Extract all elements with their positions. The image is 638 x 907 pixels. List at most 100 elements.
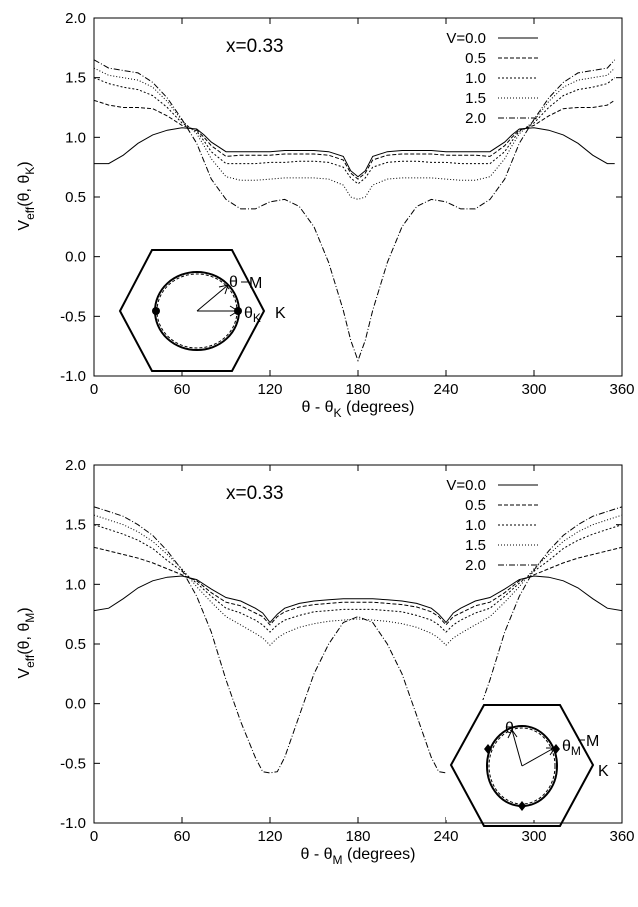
y-tick-label: 0.0 xyxy=(65,249,86,266)
inset-label-m: M xyxy=(586,733,599,750)
inset-arrowhead-theta xyxy=(507,729,518,739)
x-label-sub: M xyxy=(333,853,343,867)
y-tick-label: 1.0 xyxy=(65,576,86,593)
inset-label-thetam: θM xyxy=(562,738,581,758)
x-tick-label: 300 xyxy=(521,828,546,845)
inset-hexagon xyxy=(449,704,595,827)
inset-dot-left xyxy=(152,307,160,315)
x-label-sub: K xyxy=(334,406,342,420)
y-tick-label: 0.5 xyxy=(65,636,86,653)
inset-diamond-right xyxy=(552,744,560,754)
series-lines xyxy=(94,59,616,362)
y-tick-label: 1.5 xyxy=(65,70,86,87)
series-lines xyxy=(94,506,622,774)
y-tick-label: -1.0 xyxy=(60,368,86,385)
inset-diamond-left xyxy=(484,744,492,754)
inset-label-k: K xyxy=(275,305,286,322)
legend-label-0: V=0.0 xyxy=(446,30,486,47)
inset-diagram: θ M θK K xyxy=(118,249,286,372)
inset-dot-right xyxy=(234,307,242,315)
x-axis-label: θ - θM (degrees) xyxy=(301,846,416,867)
legend-label-4: 2.0 xyxy=(465,110,486,127)
inset-hexagon xyxy=(118,249,266,372)
inset-arrowhead-theta xyxy=(218,284,229,295)
y-label-end: ) xyxy=(16,161,33,166)
chart-bottom: 0 60 120 180 240 300 360 -1.0 -0.5 0.0 0.5 1.0 1.5 2.… xyxy=(16,457,635,867)
inset-label-m: M xyxy=(249,275,262,292)
plot-frame xyxy=(93,17,623,377)
y-label-sub: eff xyxy=(23,654,37,668)
axis-ticks: 0 60 120 180 240 300 360 -1.0 -0.5 0.0 0.5 1.0 1.5 2.… xyxy=(60,457,634,845)
inset-label-k: K xyxy=(598,763,609,780)
x-axis-label: θ - θK (degrees) xyxy=(302,399,415,420)
y-tick-label: 1.5 xyxy=(65,517,86,534)
axis-ticks: 0 60 120 180 240 300 360 -1.0 -0.5 0.0 0.5 1.0 1.5 2.… xyxy=(60,10,634,398)
legend-label-2: 1.0 xyxy=(465,517,486,534)
series-line-4 xyxy=(94,506,622,774)
y-tick-label: -0.5 xyxy=(60,755,86,772)
y-label-tail: (θ, θ xyxy=(16,175,33,207)
x-tick-label: 60 xyxy=(174,381,191,398)
y-label-sub: eff xyxy=(23,206,37,220)
y-tick-label: -0.5 xyxy=(60,308,86,325)
series-line-3 xyxy=(94,67,616,200)
legend: V=0.0 0.5 1.0 1.5 2.0 xyxy=(446,477,538,574)
x-tick-label: 300 xyxy=(521,381,546,398)
y-tick-label: 1.0 xyxy=(65,129,86,146)
series-line-2 xyxy=(94,77,616,185)
series-line-1 xyxy=(94,99,615,180)
inset-arrow-theta xyxy=(511,729,523,767)
x-tick-label: 60 xyxy=(174,828,191,845)
y-label-base: V xyxy=(16,668,33,679)
legend-label-1: 0.5 xyxy=(465,497,486,514)
x-label-tail: (degrees) xyxy=(342,399,415,416)
x-tick-label: 240 xyxy=(433,828,458,845)
inset-arrow-theta xyxy=(196,284,229,312)
x-tick-label: 0 xyxy=(90,828,98,845)
series-line-0 xyxy=(94,127,615,178)
inset-label-thetak: θK xyxy=(244,305,261,325)
legend-label-1: 0.5 xyxy=(465,50,486,67)
legend-label-2: 1.0 xyxy=(465,70,486,87)
y-tick-label: 0.5 xyxy=(65,189,86,206)
y-axis-label: Veff(θ, θM) xyxy=(16,607,37,678)
x-label-base: θ - θ xyxy=(301,846,333,863)
y-tick-label: 0.0 xyxy=(65,696,86,713)
inset-label-theta: θ xyxy=(505,720,514,737)
y-axis-label: Veff(θ, θK) xyxy=(16,161,37,230)
y-label-sub2: K xyxy=(23,167,37,175)
x-tick-label: 180 xyxy=(345,828,370,845)
y-tick-label: 2.0 xyxy=(65,10,86,27)
legend-label-3: 1.5 xyxy=(465,90,486,107)
chart-annotation: x=0.33 xyxy=(226,483,284,504)
legend-label-3: 1.5 xyxy=(465,537,486,554)
legend-label-4: 2.0 xyxy=(465,557,486,574)
inset-arrow-thetam xyxy=(521,747,555,767)
x-tick-label: 120 xyxy=(257,381,282,398)
series-line-3 xyxy=(94,514,622,646)
chart-annotation: x=0.33 xyxy=(226,36,284,57)
inset-label-theta: θ xyxy=(229,274,238,291)
y-label-tail: (θ, θ xyxy=(16,623,33,655)
series-line-4 xyxy=(94,59,616,362)
y-label-end: ) xyxy=(16,607,33,612)
inset-diamond-bottom xyxy=(518,801,526,811)
series-line-0 xyxy=(94,575,622,624)
y-tick-label: 2.0 xyxy=(65,457,86,474)
x-label-base: θ - θ xyxy=(302,399,334,416)
chart-top: 0 60 120 180 240 300 360 -1.0 -0.5 0.0 0.5 1.0 1.5 2.… xyxy=(16,10,635,420)
x-tick-label: 240 xyxy=(433,381,458,398)
x-tick-label: 360 xyxy=(609,828,634,845)
x-label-tail: (degrees) xyxy=(343,846,416,863)
inset-diagram: θ θM M K xyxy=(446,700,618,827)
x-tick-label: 120 xyxy=(257,828,282,845)
legend-label-0: V=0.0 xyxy=(446,477,486,494)
series-line-2 xyxy=(94,524,622,633)
x-tick-label: 0 xyxy=(90,381,98,398)
y-label-base: V xyxy=(16,220,33,231)
x-tick-label: 360 xyxy=(609,381,634,398)
x-tick-label: 180 xyxy=(345,381,370,398)
legend: V=0.0 0.5 1.0 1.5 2.0 xyxy=(446,30,538,127)
y-label-sub2: M xyxy=(23,613,37,623)
